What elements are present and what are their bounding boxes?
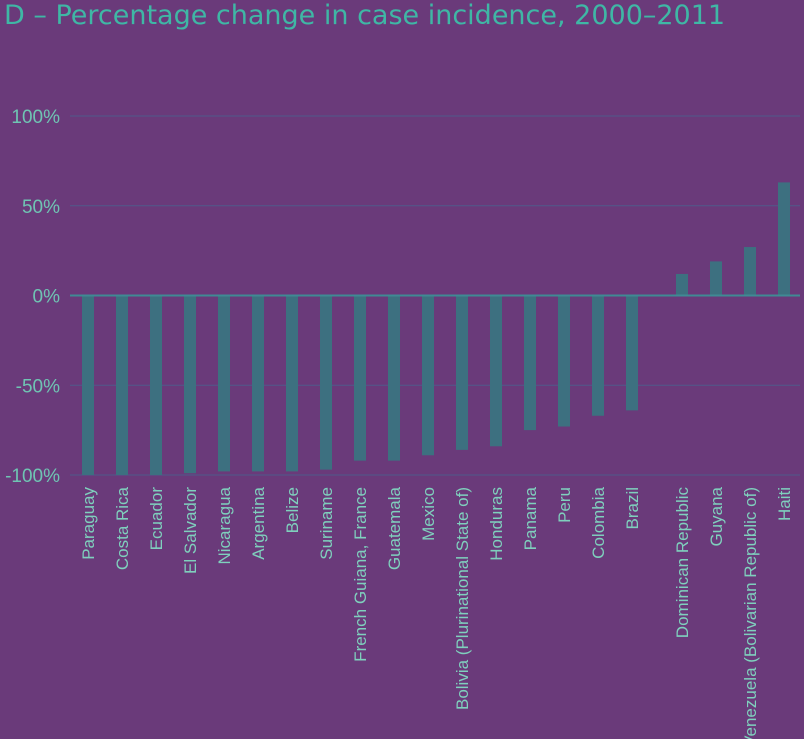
bar — [286, 295, 298, 472]
category-labels: Paraguay Costa Rica Ecuador El Salvador Nica… — [79, 486, 794, 739]
bar — [626, 295, 638, 411]
category-label: Paraguay — [79, 487, 98, 560]
category-label: Panama — [521, 486, 540, 550]
bar — [778, 182, 790, 296]
bar — [252, 295, 264, 472]
bar — [710, 261, 722, 296]
category-label: Peru — [555, 487, 574, 523]
category-label: Honduras — [487, 487, 506, 561]
category-label: Venezuela (Bolivarian Republic of) — [741, 487, 760, 739]
category-label: Nicaragua — [215, 486, 234, 564]
y-tick-label: 0% — [33, 287, 61, 308]
bar — [592, 295, 604, 416]
bar — [490, 295, 502, 447]
category-label: Belize — [283, 487, 302, 533]
bar — [116, 295, 128, 475]
bar — [676, 273, 688, 296]
category-label: Guyana — [707, 486, 726, 546]
bar — [744, 247, 756, 296]
bar — [388, 295, 400, 461]
category-label: Dominican Republic — [673, 487, 692, 639]
category-label: Ecuador — [147, 487, 166, 551]
bar — [150, 295, 162, 475]
category-label: Suriname — [317, 487, 336, 560]
category-label: Colombia — [589, 486, 608, 558]
category-label: Bolivia (Plurinational State of) — [453, 487, 472, 710]
bar — [422, 295, 434, 456]
bar — [354, 295, 366, 461]
bar — [558, 295, 570, 427]
bar — [218, 295, 230, 472]
bar — [320, 295, 332, 470]
bar — [524, 295, 536, 431]
bar — [456, 295, 468, 450]
bar — [184, 295, 196, 474]
category-label: Guatemala — [385, 486, 404, 570]
category-label: Mexico — [419, 487, 438, 541]
y-tick-label: -50% — [16, 376, 60, 397]
bars — [82, 182, 790, 475]
bar — [82, 295, 94, 475]
category-label: Haiti — [775, 487, 794, 521]
y-tick-label: 50% — [22, 197, 60, 218]
chart-title: D – Percentage change in case incidence,… — [4, 0, 726, 31]
y-tick-label: -100% — [5, 466, 60, 487]
category-label: Brazil — [623, 487, 642, 530]
y-tick-label: 100% — [11, 107, 60, 128]
category-label: Argentina — [249, 486, 268, 559]
category-label: El Salvador — [181, 487, 200, 574]
category-label: Costa Rica — [113, 486, 132, 570]
category-label: French Guiana, France — [351, 487, 370, 662]
y-axis-ticks: 100% 50% 0% -50% -100% — [5, 107, 60, 487]
